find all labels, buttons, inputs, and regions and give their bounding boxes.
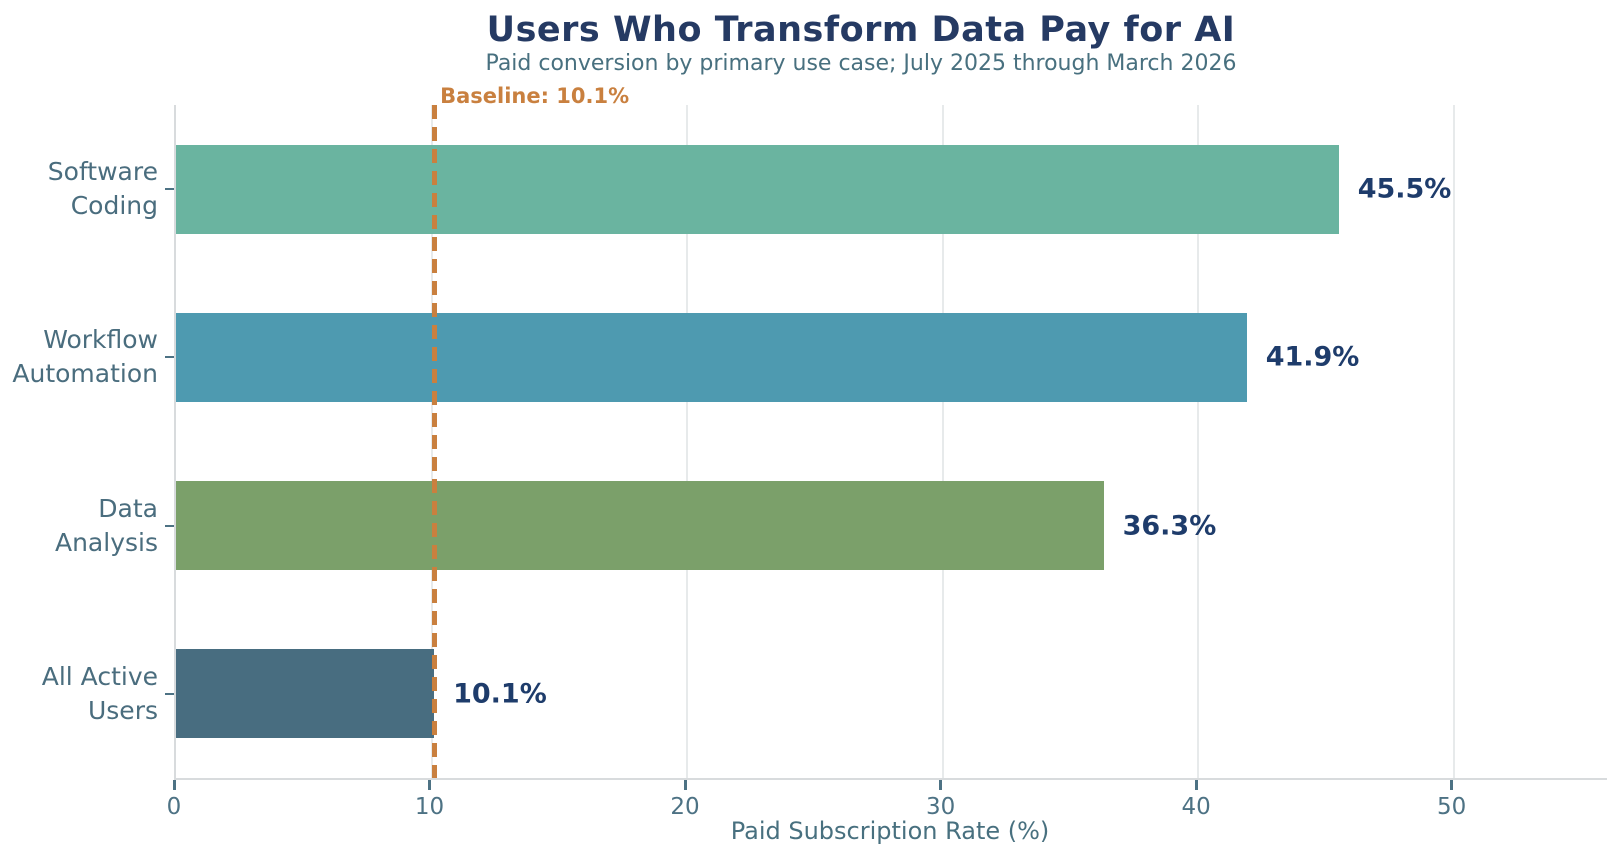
category-label-all-active-users: All Active Users: [41, 661, 158, 725]
x-axis-title: Paid Subscription Rate (%): [730, 817, 1050, 845]
x-tick-label: 0: [166, 794, 182, 820]
baseline-line: [431, 105, 437, 778]
bar-data-analysis: [176, 481, 1104, 571]
gridline: [941, 105, 944, 778]
x-tick-label: 30: [925, 794, 956, 820]
baseline-label: Baseline: 10.1%: [440, 84, 630, 108]
x-tick: [1194, 780, 1198, 790]
bar-value-label: 10.1%: [453, 678, 547, 710]
gridline: [1452, 105, 1455, 778]
category-label-software-coding: Software Coding: [47, 157, 158, 221]
plot-area: 45.5% 41.9% 36.3% 10.1%: [174, 105, 1607, 780]
y-tick: [165, 524, 174, 527]
x-tick: [939, 780, 943, 790]
y-tick: [165, 692, 174, 695]
bar-workflow-automation: [176, 312, 1247, 402]
x-tick: [172, 780, 176, 790]
gridline: [686, 105, 689, 778]
x-tick-label: 20: [670, 794, 700, 820]
bar-value-label: 36.3%: [1122, 510, 1217, 542]
y-tick: [165, 356, 174, 359]
x-tick: [1450, 780, 1454, 790]
bar-all-active-users: [176, 649, 435, 739]
y-tick: [165, 188, 174, 191]
gridline: [1197, 105, 1200, 778]
chart-title: Users Who Transform Data Pay for AI: [486, 10, 1236, 50]
category-label-workflow-automation: Workflow Automation: [12, 325, 158, 389]
category-label-data-analysis: Data Analysis: [54, 493, 158, 557]
bar-software-coding: [176, 144, 1339, 234]
x-tick: [683, 780, 687, 790]
x-tick-label: 40: [1181, 794, 1211, 820]
x-tick-label: 10: [414, 794, 445, 820]
bar-value-label: 45.5%: [1357, 173, 1452, 205]
bar-value-label: 41.9%: [1265, 341, 1360, 373]
x-tick: [428, 780, 432, 790]
gridline: [430, 105, 433, 778]
x-tick-label: 50: [1437, 794, 1467, 820]
chart-subtitle: Paid conversion by primary use case; Jul…: [485, 51, 1237, 76]
